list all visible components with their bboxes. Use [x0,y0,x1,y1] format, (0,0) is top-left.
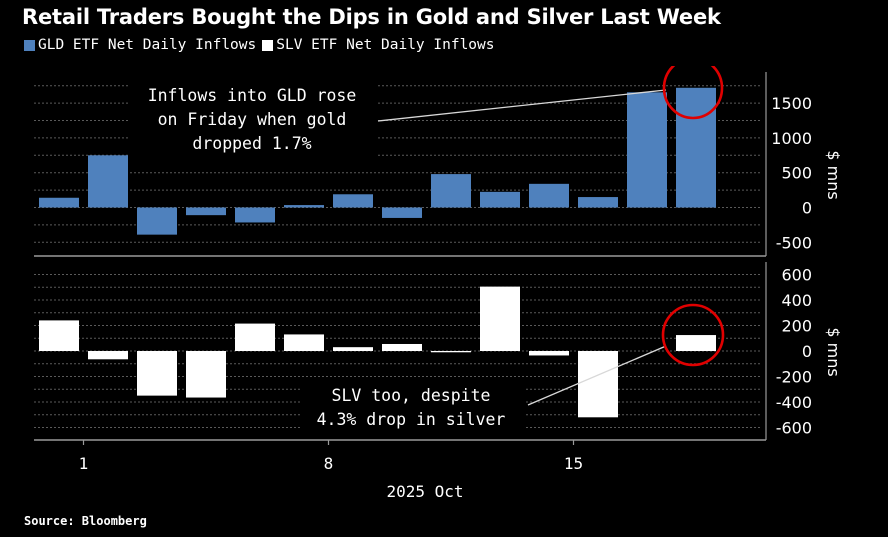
gld-y-tick-label: -500 [776,233,812,252]
gld-bar [578,197,618,208]
slv-bars [39,286,716,418]
slv-bar [333,347,373,351]
slv-highlight-circle [661,303,725,367]
gld-bar [480,191,520,208]
slv-y-tick-label: -400 [776,393,812,412]
gld-bar [235,207,275,223]
gld-y-tick-label: 1000 [771,129,812,148]
gld-highlight-circle [662,66,724,120]
gld-annotation-line-1: Inflows into GLD rose [148,86,357,105]
gld-y-tick-label: 500 [781,164,812,183]
slv-y-tick-label: 200 [781,317,812,336]
gld-annotation-leader [377,89,667,122]
x-axis-label: 2025 Oct [386,482,463,501]
gld-y-tick-label: 1500 [771,94,812,113]
slv-bar [186,351,226,398]
gld-y-tick-label: 0 [802,199,812,218]
gld-bar [529,183,569,208]
gld-bar [627,92,667,208]
slv-bar [676,335,716,351]
slv-y-tick-label: 400 [781,291,812,310]
slv-y-tick-labels: -600 -400 -200 0 200 400 600 [776,266,812,438]
chart-title: Retail Traders Bought the Dips in Gold a… [22,5,721,29]
legend-label-gld: GLD ETF Net Daily Inflows [38,37,257,53]
slv-bar [284,334,324,351]
slv-annotation-line-2: 4.3% drop in silver [317,410,506,429]
slv-bar [529,351,569,356]
gld-annotation-bg [128,84,376,156]
x-ticks: 1 8 15 [79,440,583,473]
slv-annotation-leader [527,345,667,406]
gld-bar [186,207,226,216]
slv-y-tick-label: -200 [776,368,812,387]
slv-y-tick-label: -600 [776,419,812,438]
gld-bar [431,174,471,208]
slv-bar [39,320,79,351]
x-tick-label: 1 [79,454,89,473]
slv-annotation-bg [300,384,524,432]
x-tick-label: 8 [324,454,334,473]
slv-bar [382,343,422,351]
gld-y-axis-label: $ mns [824,150,843,199]
legend-swatch-slv [262,39,274,51]
slv-bar [578,351,618,418]
slv-y-tick-label: 600 [781,266,812,285]
gld-y-tick-labels: -500 0 500 1000 1500 [771,94,812,252]
gld-annotation-line-2: on Friday when gold [158,110,347,129]
slv-bar [235,323,275,351]
slv-bar [480,286,520,351]
slv-y-tick-label: 0 [802,342,812,361]
gld-bar [137,207,177,235]
slv-annotation-line-1: SLV too, despite [332,386,491,405]
gld-bar [88,155,128,208]
gld-bar [284,205,324,208]
gld-bar [333,194,373,208]
legend-item-gld: GLD ETF Net Daily Inflows [24,37,256,53]
legend-item-slv: SLV ETF Net Daily Inflows [262,37,495,53]
legend-swatch-gld [24,39,35,51]
legend: GLD ETF Net Daily Inflows SLV ETF Net Da… [24,37,501,53]
x-tick-label: 15 [564,454,583,473]
gld-bar [676,87,716,208]
gld-annotation-line-3: dropped 1.7% [192,134,311,153]
slv-bar [88,351,128,360]
slv-bar [137,351,177,396]
legend-label-slv: SLV ETF Net Daily Inflows [276,37,495,53]
source-note: Source: Bloomberg [24,514,147,528]
gld-bar [39,197,79,208]
gld-bar [382,207,422,218]
gld-bars [39,87,716,235]
slv-bar [431,351,471,353]
slv-y-axis-label: $ mns [824,327,843,376]
